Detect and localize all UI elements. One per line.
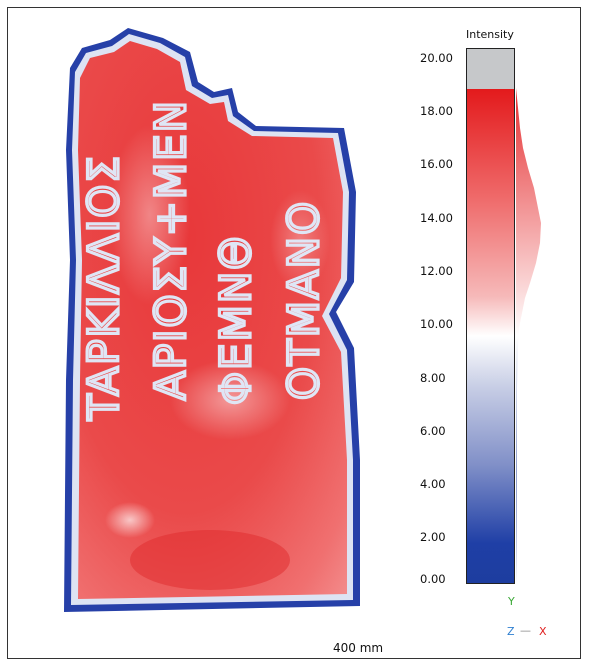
legend-tick-2: 2.00 xyxy=(420,530,446,544)
intensity-colorbar xyxy=(466,48,515,584)
inscription-line-2: ΑΡΙΟΣΥ+ΜΕΝ xyxy=(146,99,195,400)
legend-tick-12: 12.00 xyxy=(420,264,453,278)
legend-tick-20: 20.00 xyxy=(420,51,453,65)
axis-y-label: Y xyxy=(508,595,515,608)
inscription-line-4: ΟΤΜΑΝΟ xyxy=(279,200,328,400)
axis-x-label: X xyxy=(539,625,547,638)
legend-tick-6: 6.00 xyxy=(420,424,446,438)
intensity-histogram xyxy=(516,88,541,584)
axis-connector: — xyxy=(520,624,531,637)
inscription-line-3: ΦΕΜΝΘ xyxy=(211,235,260,405)
legend-tick-8: 8.00 xyxy=(420,371,446,385)
inscription-line-1: TAPKIΛΛΙΟΣ xyxy=(79,154,128,421)
legend-tick-14: 14.00 xyxy=(420,211,453,225)
legend-title: Intensity xyxy=(466,28,514,41)
scale-label: 400 mm xyxy=(333,641,384,655)
legend-tick-0: 0.00 xyxy=(420,572,446,586)
legend-tick-16: 16.00 xyxy=(420,157,453,171)
colorbar-out-of-range xyxy=(467,49,514,89)
legend-tick-18: 18.00 xyxy=(420,104,453,118)
colorbar-gradient xyxy=(467,89,514,583)
axis-z-label: Z xyxy=(507,625,515,638)
legend-tick-4: 4.00 xyxy=(420,477,446,491)
legend-tick-10: 10.00 xyxy=(420,317,453,331)
